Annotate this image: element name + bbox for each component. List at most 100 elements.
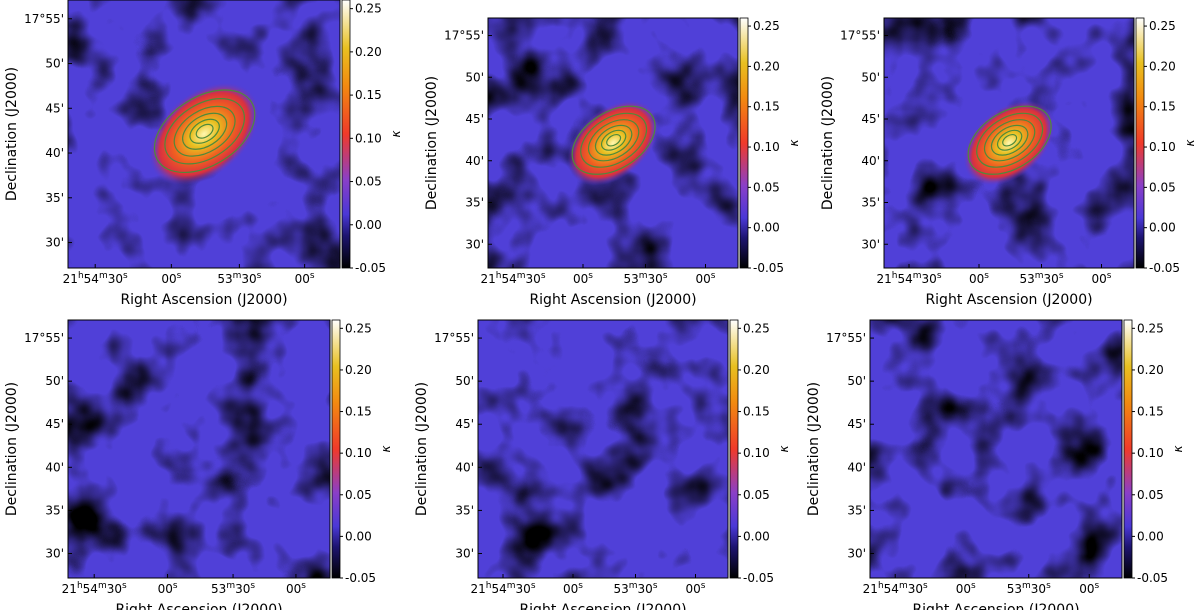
contour [164,98,245,165]
y-tick-label: 35' [465,196,484,210]
contour [182,112,228,150]
colorbar-label: κ [1183,139,1197,147]
colorbar-tick-label: 0.05 [355,175,382,189]
map-image [884,18,1134,268]
y-tick-label: 50' [847,374,866,388]
panel: 21h54m30s 00s 53m30s 00s 17°55' 50' 45' 40' 35' 3… [806,319,1185,610]
map-frame [883,17,1135,269]
x-tick-label: 53m30s [211,581,255,596]
x-tick-label: 21h54m30s [62,581,127,596]
colorbar-tick-label: 0.25 [743,321,770,335]
x-tick-label: 53m30s [613,581,657,596]
x-tick-label: 00s [956,581,976,596]
x-tick-label: 53m30s [217,271,261,286]
y-axis-label: Declination (J2000) [806,382,822,516]
x-tick-label: 00s [686,581,706,596]
y-tick-label: 40' [847,460,866,474]
y-tick-label: 45' [861,112,880,126]
contour [580,112,648,168]
y-tick-label: 35' [45,191,64,205]
colorbar-tick-label: 0.10 [743,446,770,460]
map-image [68,0,340,268]
colorbar-label: κ [777,445,791,453]
contour [996,129,1023,151]
x-tick-label: 21h54m30s [863,581,928,596]
y-tick-label: 45' [45,417,64,431]
x-tick-label: 21h54m30s [63,271,128,286]
y-tick-label: 30' [847,546,866,560]
y-axis-label: Declination (J2000) [424,76,440,210]
x-tick-label: 00s [161,271,181,286]
colorbar-tick-label: 0.25 [753,19,780,33]
colorbar-tick-label: 0.20 [743,363,770,377]
colorbar-tick-label: 0.00 [1149,221,1176,235]
y-tick-label: 40' [861,154,880,168]
colorbar-tick-label: -0.05 [345,571,376,585]
colorbar-tick-label: 0.00 [1137,529,1164,543]
colorbar-tick-label: 0.10 [753,140,780,154]
contour [983,119,1036,162]
contour [600,129,627,151]
y-tick-label: 30' [45,546,64,560]
map-image [870,320,1122,578]
contour [189,118,220,144]
y-tick-label: 35' [861,196,880,210]
colorbar-tick-label: 0.10 [345,446,372,460]
panel: 21h54m30s 00s 53m30s 00s 17°55' 50' 45' 40' 35' 3… [4,319,393,610]
y-tick-label: 40' [465,154,484,168]
map-frame [869,319,1123,579]
y-tick-label: 40' [45,460,64,474]
colorbar-tick-label: 0.00 [753,221,780,235]
x-tick-label: 00s [563,581,583,596]
colorbar-tick-label: 0.15 [355,88,382,102]
y-tick-label: 30' [861,237,880,251]
x-tick-label: 00s [1092,271,1112,286]
x-tick-label: 00s [573,271,593,286]
y-tick-label: 17°55' [24,331,64,345]
map-image [68,320,330,578]
colorbar-tick-label: 0.05 [753,180,780,194]
y-tick-label: 45' [465,112,484,126]
colorbar [739,17,749,269]
x-tick-label: 00s [1079,581,1099,596]
x-tick-label: 00s [158,581,178,596]
source [148,82,260,186]
x-axis-label: Right Ascension (J2000) [912,602,1079,610]
panel: 21h54m30s 00s 53m30s 00s 17°55' 50' 45' 40' 35' 3… [820,17,1197,308]
y-tick-label: 17°55' [434,331,474,345]
x-tick-label: 00s [295,271,315,286]
x-axis-label: Right Ascension (J2000) [519,602,686,610]
y-tick-label: 30' [465,237,484,251]
x-tick-label: 53m30s [1019,271,1063,286]
colorbar-label: κ [389,130,403,138]
contour [173,105,236,157]
y-tick-label: 50' [465,70,484,84]
y-tick-label: 50' [45,374,64,388]
colorbar-tick-label: 0.25 [345,321,372,335]
colorbar [1123,319,1133,579]
y-tick-label: 45' [45,101,64,115]
contour [587,119,640,162]
y-tick-label: 17°55' [444,29,484,43]
y-tick-label: 40' [455,460,474,474]
colorbar-tick-label: 0.15 [743,405,770,419]
colorbar-tick-label: 0.15 [1137,405,1164,419]
x-tick-label: 21h54m30s [470,581,535,596]
contour [571,105,656,175]
contour [1002,133,1018,147]
colorbar-tick-label: 0.20 [1149,59,1176,73]
colorbar [729,319,739,579]
contour [967,105,1052,175]
y-tick-label: 40' [45,146,64,160]
y-axis-label: Declination (J2000) [4,382,20,516]
colorbar-tick-label: 0.20 [1137,363,1164,377]
colorbar-tick-label: -0.05 [355,261,386,275]
map-frame [477,319,729,579]
colorbar-tick-label: 0.10 [355,131,382,145]
x-tick-label: 21h54m30s [480,271,545,286]
x-tick-label: 00s [969,271,989,286]
colorbar-tick-label: -0.05 [753,261,784,275]
y-tick-label: 35' [847,503,866,517]
x-axis-label: Right Ascension (J2000) [120,292,287,308]
